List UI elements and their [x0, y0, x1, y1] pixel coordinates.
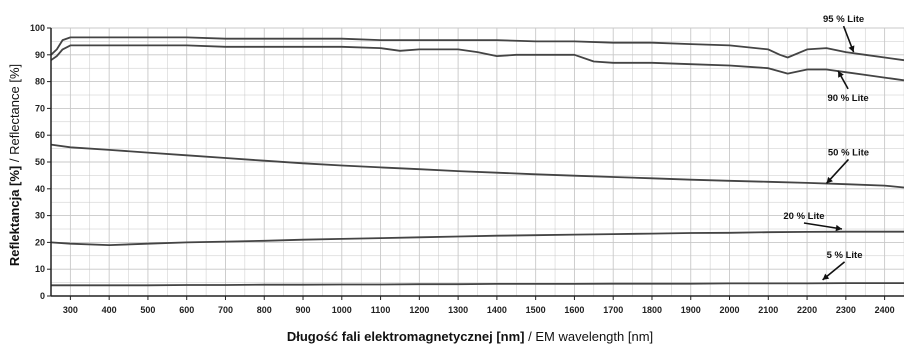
x-tick-label: 1000 — [332, 305, 352, 315]
x-tick-label: 1500 — [526, 305, 546, 315]
annotation-label: 5 % Lite — [827, 250, 863, 261]
annotation-arrowhead — [826, 176, 833, 184]
y-tick-label: 50 — [35, 157, 45, 167]
series-line-50-lite — [50, 143, 904, 189]
x-tick-label: 1800 — [642, 305, 662, 315]
annotation-label: 95 % Lite — [823, 14, 864, 25]
x-tick-label: 2300 — [836, 305, 856, 315]
y-tick-label: 30 — [35, 211, 45, 221]
y-tick-label: 70 — [35, 103, 45, 113]
x-tick-label: 1900 — [681, 305, 701, 315]
y-tick-label: 60 — [35, 130, 45, 140]
annotation-arrowhead — [822, 273, 830, 280]
annotation-label: 20 % Lite — [783, 211, 824, 222]
y-tick-label: 100 — [30, 23, 45, 33]
x-tick-label: 1200 — [409, 305, 429, 315]
y-tick-label: 0 — [40, 291, 45, 301]
x-tick-label: 1400 — [487, 305, 507, 315]
annotation-arrow — [803, 222, 843, 230]
y-axis-label: Reflektancja [%] / Reflectance [%] — [7, 64, 22, 266]
y-tick-label: 80 — [35, 77, 45, 87]
annotation-label: 90 % Lite — [827, 93, 868, 104]
x-tick-label: 700 — [218, 305, 233, 315]
x-axis-label-english: / EM wavelength [nm] — [528, 329, 653, 344]
x-tick-label: 800 — [257, 305, 272, 315]
x-axis-label: Długość fali elektromagnetycznej [nm] / … — [287, 329, 653, 344]
series-annotations: 95 % Lite 90 % Lite 50 % Lite 20 % Lite 5 % … — [783, 14, 869, 281]
y-tick-label: 10 — [35, 264, 45, 274]
series-line-90-lite — [50, 44, 904, 82]
x-tick-label: 900 — [296, 305, 311, 315]
y-axis-label-polish: Reflektancja [%] — [7, 166, 22, 266]
y-axis-label-english: / Reflectance [%] — [7, 64, 22, 162]
y-tick-label: 40 — [35, 184, 45, 194]
annotation-arrowhead — [848, 45, 855, 53]
series-lines — [50, 36, 904, 287]
x-tick-label: 400 — [102, 305, 117, 315]
x-tick-label: 1700 — [603, 305, 623, 315]
x-tick-label: 2200 — [797, 305, 817, 315]
grid-lines — [50, 27, 904, 297]
annotation-arrowhead — [835, 224, 842, 232]
series-line-95-lite — [50, 36, 904, 62]
y-tick-labels: 0 10 20 30 40 50 60 70 80 90 100 — [30, 23, 45, 301]
x-tick-label: 300 — [63, 305, 78, 315]
series-line-5-lite — [51, 282, 904, 287]
annotation-label: 50 % Lite — [828, 147, 869, 158]
x-tick-label: 1300 — [448, 305, 468, 315]
annotation-arrowhead — [838, 70, 844, 78]
y-tick-label: 20 — [35, 237, 45, 247]
x-tick-label: 2000 — [720, 305, 740, 315]
series-line-20-lite — [50, 230, 904, 247]
x-tick-label: 2100 — [758, 305, 778, 315]
x-axis-label-polish: Długość fali elektromagnetycznej [nm] — [287, 329, 525, 344]
x-tick-label: 600 — [179, 305, 194, 315]
y-tick-label: 90 — [35, 50, 45, 60]
x-tick-label: 2400 — [875, 305, 895, 315]
x-tick-label: 1600 — [564, 305, 584, 315]
axes — [47, 27, 904, 300]
x-tick-labels: 300 400 500 600 700 800 900 1000 1100 1200 1300 140… — [63, 305, 895, 315]
x-tick-label: 500 — [140, 305, 155, 315]
x-tick-label: 1100 — [371, 305, 391, 315]
